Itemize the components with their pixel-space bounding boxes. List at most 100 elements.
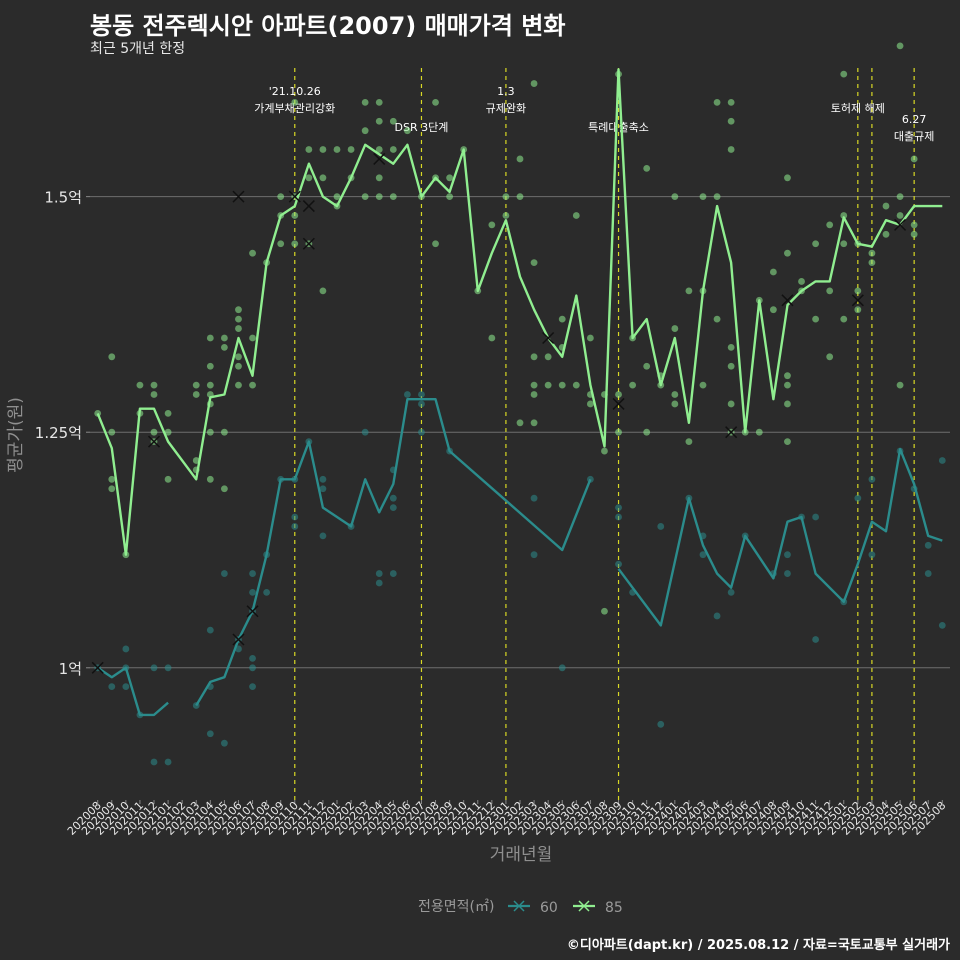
data-point <box>108 485 116 493</box>
data-point <box>699 381 707 389</box>
data-point <box>502 193 510 201</box>
data-point <box>361 193 369 201</box>
legend-marker <box>513 900 525 912</box>
data-point <box>206 334 214 342</box>
data-point <box>277 193 285 201</box>
data-point <box>530 381 538 389</box>
data-point <box>924 541 932 549</box>
data-point <box>812 513 820 521</box>
data-point <box>249 249 256 257</box>
data-point <box>249 570 256 577</box>
data-point <box>699 551 707 559</box>
data-point <box>319 174 327 182</box>
data-point <box>389 570 397 577</box>
data-point <box>516 419 524 427</box>
data-point <box>432 240 439 248</box>
data-point <box>220 334 228 342</box>
data-point <box>896 381 904 389</box>
data-point <box>615 504 622 511</box>
data-point <box>446 174 454 182</box>
data-point <box>319 485 327 493</box>
data-point <box>291 240 299 248</box>
data-point <box>868 551 876 559</box>
x-marker <box>851 294 864 307</box>
data-point <box>572 381 580 389</box>
data-point <box>727 400 735 408</box>
chart-caption: ©디아파트(dapt.kr) / 2025.08.12 / 자료=국토교통부 실… <box>566 938 950 953</box>
data-point <box>615 391 622 398</box>
data-point <box>206 428 214 436</box>
data-point <box>868 249 876 257</box>
data-point <box>826 221 834 229</box>
data-point <box>164 428 172 436</box>
data-point <box>389 504 397 511</box>
data-point <box>910 230 918 238</box>
data-point <box>249 334 256 342</box>
x-marker <box>542 331 555 345</box>
data-point <box>389 146 397 153</box>
data-point <box>150 381 158 389</box>
data-point <box>938 621 946 629</box>
data-point <box>727 99 735 106</box>
data-point <box>220 344 228 351</box>
data-point <box>206 381 214 389</box>
data-point <box>784 174 791 182</box>
data-point <box>291 513 299 521</box>
chart-subtitle: 최근 5개년 한정 <box>90 41 186 57</box>
y-tick-label: 1.5억 <box>44 189 82 207</box>
x-marker <box>894 218 907 231</box>
data-point <box>319 146 327 153</box>
data-point <box>713 315 721 323</box>
data-point <box>122 683 130 691</box>
data-point <box>868 259 876 266</box>
data-point <box>558 315 566 323</box>
data-point <box>826 353 834 361</box>
data-point <box>685 438 693 446</box>
data-point <box>812 636 820 643</box>
data-point <box>882 230 890 238</box>
data-point <box>291 523 299 530</box>
data-point <box>812 240 820 248</box>
data-point <box>235 381 242 389</box>
event-label: 규제완화 <box>486 102 526 115</box>
data-point <box>488 334 496 342</box>
data-point <box>727 362 735 370</box>
data-point <box>544 353 552 361</box>
data-point <box>249 664 256 672</box>
data-point <box>319 532 327 540</box>
data-point <box>220 570 228 577</box>
series-line <box>617 448 943 627</box>
data-point <box>263 589 271 596</box>
data-point <box>389 117 397 125</box>
event-label: 6.27 <box>902 113 927 126</box>
legend-entry: 85 <box>573 900 623 916</box>
data-point <box>164 664 172 672</box>
data-point <box>854 494 862 502</box>
series-line <box>97 666 169 717</box>
data-point <box>671 193 679 201</box>
legend: 전용면적(㎡) 60 85 <box>418 899 623 916</box>
event-label: DSR 3단계 <box>395 121 449 134</box>
data-point <box>629 381 637 389</box>
data-point <box>249 381 256 389</box>
data-point <box>784 551 791 559</box>
data-point <box>361 127 369 135</box>
data-point <box>375 117 383 125</box>
x-marker <box>781 294 794 307</box>
data-point <box>713 193 721 201</box>
data-point <box>389 193 397 201</box>
data-point <box>784 372 791 380</box>
x-marker <box>612 397 625 410</box>
data-point <box>164 409 172 417</box>
data-point <box>206 362 214 370</box>
data-point <box>840 315 848 323</box>
data-point <box>333 146 341 153</box>
data-point <box>361 428 369 436</box>
legend-label: 60 <box>540 900 558 916</box>
data-point <box>249 654 256 662</box>
legend-label: 85 <box>605 900 623 916</box>
data-point <box>220 428 228 436</box>
data-point <box>784 249 791 257</box>
data-point <box>530 551 538 559</box>
data-point <box>671 400 679 408</box>
